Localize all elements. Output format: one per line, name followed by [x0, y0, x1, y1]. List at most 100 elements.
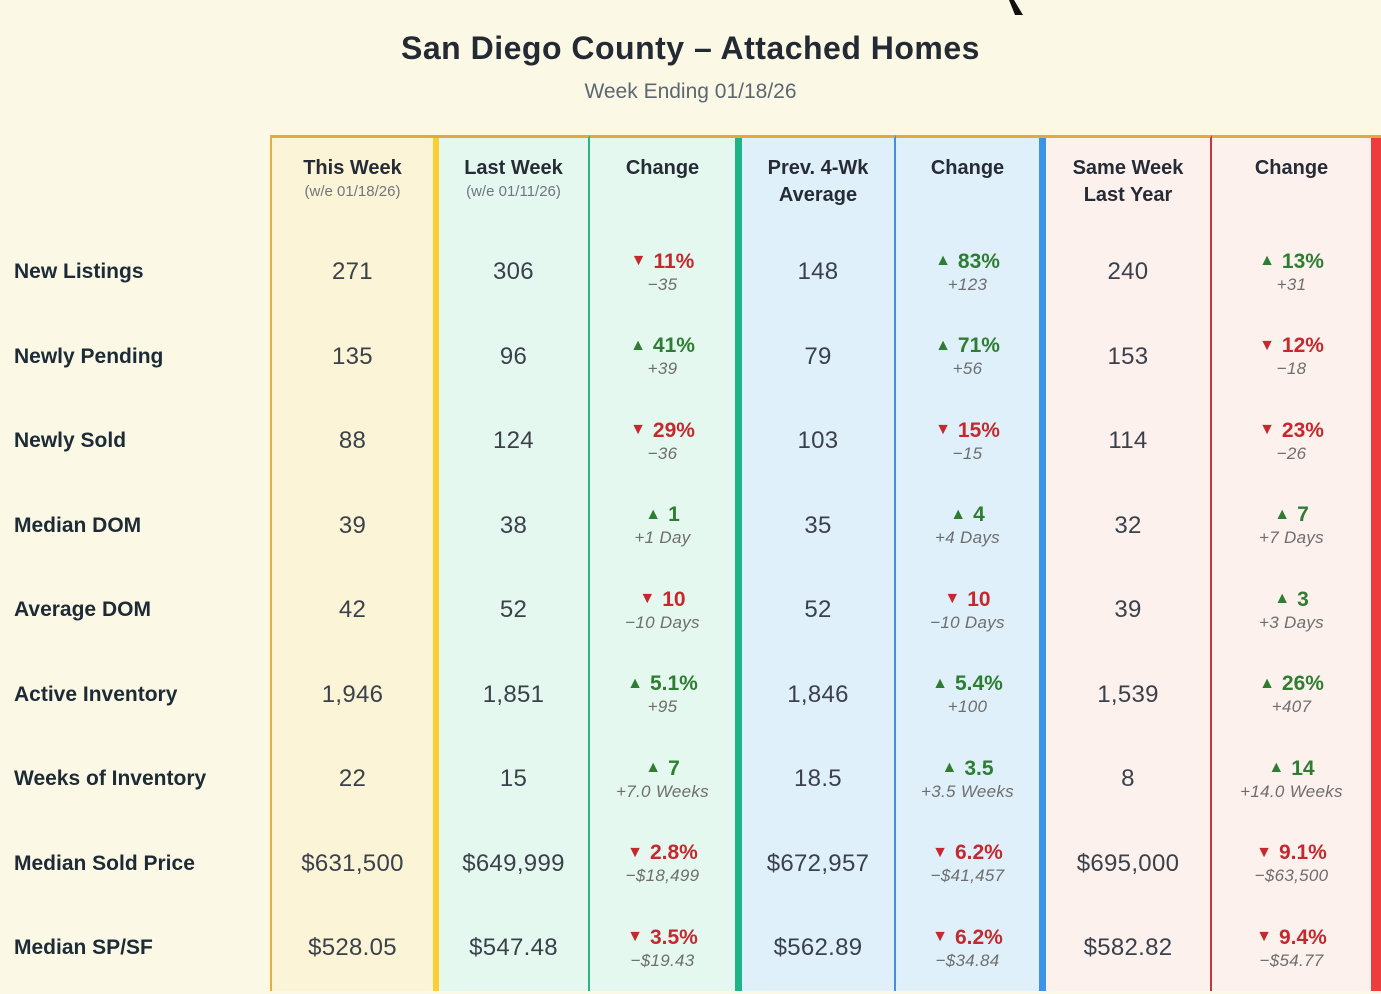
trend-arrow-icon: ▼	[627, 843, 643, 861]
change-percent: 5.1%	[649, 672, 698, 696]
trend-arrow-icon: ▲	[1259, 252, 1275, 270]
col-header-change-yoy: Change	[1212, 135, 1371, 230]
col-header-label: Prev. 4-Wk Average	[767, 157, 869, 206]
divider-blue-bar	[1039, 737, 1046, 822]
divider-green-bar	[735, 230, 742, 315]
change-delta: +56	[952, 359, 983, 379]
trend-arrow-icon: ▲	[941, 759, 958, 777]
last-week-value: $547.48	[439, 906, 590, 991]
change-percent: 14	[1291, 756, 1315, 780]
change-year-over-year: ▲ 14 +14.0 Weeks	[1212, 737, 1371, 822]
change-percent: 29%	[652, 418, 695, 442]
table-row: New Listings 271 306 ▼ 11% −35 148 ▲ 83% +…	[14, 230, 1381, 315]
trend-arrow-icon: ▲	[932, 674, 948, 692]
same-week-last-year-value: $582.82	[1046, 906, 1212, 991]
change-delta: −$63,500	[1254, 866, 1329, 886]
change-percent: 10	[662, 587, 686, 611]
table-row: Median Sold Price $631,500 $649,999 ▼ 2.8…	[14, 821, 1381, 906]
trend-arrow-icon: ▲	[935, 336, 951, 354]
change-percent: 11%	[653, 249, 695, 273]
page-subtitle: Week Ending 01/18/26	[584, 80, 797, 103]
divider-red-bar	[1371, 568, 1381, 653]
change-percent: 6.2%	[954, 841, 1003, 865]
divider-blue-bar	[1039, 568, 1046, 653]
row-label: Newly Sold	[14, 429, 127, 453]
trend-arrow-icon: ▼	[630, 421, 646, 439]
trend-arrow-icon: ▲	[645, 759, 662, 777]
col-header-label: Change	[625, 157, 700, 179]
change-delta: +123	[947, 274, 988, 294]
divider-blue-bar	[1039, 314, 1046, 399]
change-delta: +407	[1271, 697, 1312, 717]
change-delta: −10 Days	[625, 612, 700, 632]
col-header-this-week: This Week (w/e 01/18/26)	[270, 135, 433, 230]
table-row: Newly Pending 135 96 ▲ 41% +39 79 ▲ 71% +5…	[14, 314, 1381, 399]
change-percent: 26%	[1281, 672, 1324, 696]
col-header-label: Last Week	[464, 157, 563, 179]
change-delta: −$54.77	[1259, 950, 1324, 970]
divider-yellow-bar	[433, 821, 439, 906]
change-percent: 83%	[957, 249, 1000, 273]
change-year-over-year: ▼ 12% −18	[1212, 314, 1371, 399]
change-year-over-year: ▼ 9.4% −$54.77	[1212, 906, 1371, 991]
table-row: Median SP/SF $528.05 $547.48 ▼ 3.5% −$19.…	[14, 906, 1381, 991]
trend-arrow-icon: ▼	[935, 421, 951, 439]
change-delta: +14.0 Weeks	[1240, 781, 1343, 801]
change-vs-4wk-average: ▼ 6.2% −$34.84	[896, 906, 1039, 991]
change-percent: 3.5	[964, 756, 994, 780]
col-header-label: Same Week Last Year	[1072, 157, 1184, 206]
table-body: New Listings 271 306 ▼ 11% −35 148 ▲ 83% +…	[14, 230, 1381, 991]
change-percent: 10	[967, 587, 991, 611]
change-delta: −35	[647, 274, 678, 294]
col-header-change-wow: Change	[590, 135, 735, 230]
change-delta: +39	[647, 359, 678, 379]
change-percent: 23%	[1281, 418, 1324, 442]
trend-arrow-icon: ▼	[944, 590, 961, 608]
divider-green-bar	[735, 314, 742, 399]
last-week-value: 1,851	[439, 652, 590, 737]
trend-arrow-icon: ▲	[630, 336, 646, 354]
change-vs-4wk-average: ▼ 6.2% −$41,457	[896, 821, 1039, 906]
change-delta: −10 Days	[930, 612, 1005, 632]
divider-green-bar	[735, 737, 742, 822]
change-delta: +3 Days	[1259, 612, 1324, 632]
change-vs-4wk-average: ▲ 4 +4 Days	[896, 483, 1039, 568]
same-week-last-year-value: 1,539	[1046, 652, 1212, 737]
change-delta: +31	[1276, 274, 1307, 294]
divider-red-bar	[1371, 399, 1381, 484]
divider-blue-bar	[1039, 483, 1046, 568]
divider-green-bar	[735, 399, 742, 484]
change-year-over-year: ▲ 13% +31	[1212, 230, 1371, 315]
this-week-value: 22	[270, 737, 433, 822]
prev-4wk-average-value: 103	[742, 399, 896, 484]
trend-arrow-icon: ▲	[935, 252, 951, 270]
row-label: Median DOM	[14, 513, 142, 537]
trend-arrow-icon: ▲	[1259, 674, 1275, 692]
page-title: San Diego County – Attached Homes	[401, 30, 980, 66]
change-vs-4wk-average: ▲ 5.4% +100	[896, 652, 1039, 737]
change-delta: −$34.84	[935, 950, 1000, 970]
prev-4wk-average-value: 79	[742, 314, 896, 399]
last-week-value: 96	[439, 314, 590, 399]
trend-arrow-icon: ▲	[645, 505, 662, 523]
divider-green-bar	[735, 821, 742, 906]
change-week-over-week: ▼ 10 −10 Days	[590, 568, 735, 653]
last-week-value: 38	[439, 483, 590, 568]
change-week-over-week: ▲ 1 +1 Day	[590, 483, 735, 568]
this-week-value: 271	[270, 230, 433, 315]
this-week-value: 88	[270, 399, 433, 484]
divider-blue-bar	[1039, 821, 1046, 906]
divider-yellow-bar	[433, 399, 439, 484]
prev-4wk-average-value: $672,957	[742, 821, 896, 906]
divider-red-bar	[1371, 821, 1381, 906]
col-header-label: Change	[930, 157, 1005, 179]
divider-red-bar	[1371, 737, 1381, 822]
change-week-over-week: ▲ 5.1% +95	[590, 652, 735, 737]
change-percent: 1	[668, 503, 680, 527]
mouse-cursor-icon	[1002, 0, 1028, 20]
same-week-last-year-value: 39	[1046, 568, 1212, 653]
divider-red-bar	[1371, 314, 1381, 399]
change-delta: +4 Days	[935, 528, 1000, 548]
col-header-label: Change	[1254, 157, 1329, 179]
divider-blue-bar	[1039, 652, 1046, 737]
